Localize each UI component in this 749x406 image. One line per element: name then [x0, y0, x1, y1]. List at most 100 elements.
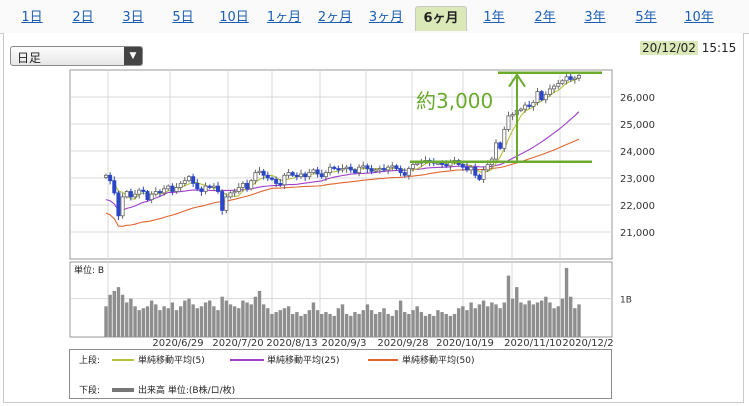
volume-bar [349, 315, 353, 337]
volume-bar [203, 302, 208, 337]
volume-bar [112, 290, 116, 337]
volume-bar [357, 313, 361, 337]
candle-body [178, 182, 183, 188]
y-tick-label: 24,000 [620, 147, 655, 158]
volume-bar [519, 302, 523, 337]
candle-body [415, 162, 420, 165]
volume-bar [515, 287, 519, 337]
volume-bar [407, 313, 411, 337]
candle-body [303, 173, 308, 178]
candle-body [216, 185, 221, 192]
volume-bar [158, 310, 162, 337]
volume-bar [419, 312, 424, 337]
legend-upper-label: 上段: [79, 356, 101, 366]
volume-bar [149, 300, 154, 337]
volume-bar [249, 304, 253, 337]
candle-body [319, 173, 324, 178]
volume-bar [486, 306, 490, 337]
volume-bar [241, 300, 245, 337]
volume-bar [436, 310, 440, 337]
volume-bar [266, 308, 270, 337]
x-tick-label: 2020/8/13 [266, 338, 317, 349]
volume-bar [365, 304, 370, 337]
candle-body [124, 191, 129, 198]
y-tick-label: 23,000 [620, 174, 655, 185]
candle-body [435, 162, 440, 165]
volume-bar [461, 306, 465, 337]
candle-body [386, 166, 391, 171]
tab-3[interactable]: 3日 [122, 10, 144, 25]
candle-body [552, 85, 557, 90]
tab-1[interactable]: 1日 [21, 10, 43, 25]
volume-bar [415, 306, 419, 337]
tab-12[interactable]: 3年 [584, 10, 606, 25]
tab-14[interactable]: 10年 [684, 10, 714, 25]
tab-11[interactable]: 2年 [534, 10, 556, 25]
candle-body [406, 168, 411, 176]
tab-7[interactable]: 2ヶ月 [317, 10, 353, 25]
tab-8[interactable]: 3ヶ月 [368, 10, 404, 25]
volume-bar [336, 308, 341, 337]
tab-13[interactable]: 5年 [635, 10, 657, 25]
volume-bar [378, 312, 382, 337]
candle-body [145, 191, 150, 200]
y-tick-label: 26,000 [620, 93, 655, 104]
volume-bar [394, 310, 399, 337]
candle-body [547, 88, 552, 95]
candle-body [104, 174, 109, 178]
candle-body [390, 165, 395, 168]
candle-body [149, 193, 154, 200]
candle-body [332, 166, 337, 169]
candle-body [108, 174, 113, 182]
candle-body [485, 164, 490, 171]
volume-bar [174, 310, 179, 337]
tab-10[interactable]: 1年 [483, 10, 505, 25]
volume-bar [104, 306, 108, 337]
volume-bar [129, 298, 133, 337]
volume-bar [120, 294, 125, 337]
volume-bar [261, 304, 266, 337]
candle-body [141, 189, 146, 192]
candle-body [365, 165, 370, 169]
volume-bar [299, 315, 303, 337]
y-tick-label: 25,000 [620, 120, 655, 131]
candle-body [232, 191, 237, 194]
tab-2[interactable]: 2日 [72, 10, 94, 25]
tab-5[interactable]: 10日 [219, 10, 249, 25]
volume-bar [253, 296, 258, 337]
volume-bar [465, 310, 469, 337]
volume-bar [141, 308, 146, 337]
candle-body [128, 191, 133, 198]
x-tick-label: 2020/10/19 [436, 338, 494, 349]
volume-bar [340, 304, 345, 337]
period-select[interactable]: 日足 ▼ [10, 46, 143, 66]
tab-4[interactable]: 5日 [172, 10, 194, 25]
period-select-value: 日足 [17, 51, 42, 65]
candle-body [186, 176, 191, 182]
volume-bar [469, 302, 473, 337]
legend-lower-label: 下段: [79, 386, 101, 396]
legend-ma5-swatch [112, 359, 134, 361]
volume-bar [137, 310, 141, 337]
volume-unit-label: 単位: B [74, 264, 104, 276]
volume-bar [398, 300, 403, 337]
candle-body [220, 191, 225, 211]
datetime-label: 20/12/02 15:15 [640, 41, 736, 55]
candle-body [290, 172, 295, 176]
candle-body [460, 164, 465, 168]
candle-body [282, 174, 287, 186]
candle-body [535, 91, 540, 103]
volume-bar [178, 306, 183, 337]
volume-bar [548, 302, 552, 337]
volume-bar [166, 308, 170, 337]
tab-9[interactable]: 6ヶ月 [415, 6, 467, 31]
volume-bar [216, 310, 220, 337]
volume-bar [291, 313, 295, 337]
candle-body [402, 172, 407, 176]
volume-bar [477, 304, 482, 337]
volume-bar [361, 310, 365, 337]
candle-body [274, 178, 279, 184]
volume-bar [286, 306, 291, 337]
legend-ma25: 単純移動平均(25) [267, 356, 340, 366]
tab-6[interactable]: 1ヶ月 [266, 10, 302, 25]
